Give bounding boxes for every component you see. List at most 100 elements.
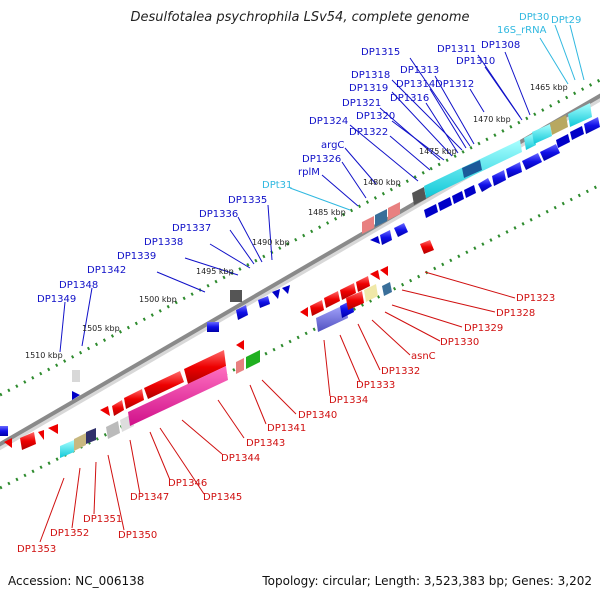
gene-arrow[interactable] (370, 236, 380, 244)
gene-block[interactable] (506, 162, 522, 178)
gene-block[interactable] (124, 389, 144, 409)
gene-label[interactable]: DP1332 (381, 366, 420, 377)
gene-block[interactable] (184, 350, 226, 384)
gene-block[interactable] (207, 322, 219, 332)
gene-label[interactable]: DPt30 (519, 12, 549, 23)
gene-block[interactable] (324, 291, 340, 308)
gene-block[interactable] (364, 284, 378, 302)
gene-label[interactable]: DP1350 (118, 530, 157, 541)
gene-label[interactable]: 16S_rRNA (497, 25, 547, 36)
gene-label[interactable]: DP1326 (302, 154, 341, 165)
gene-block[interactable] (380, 230, 392, 245)
gene-arrow[interactable] (438, 197, 452, 211)
gene-label[interactable]: DP1329 (464, 323, 503, 334)
gene-label[interactable]: DP1343 (246, 438, 285, 449)
gene-arrow[interactable] (100, 406, 110, 416)
gene-arrow[interactable] (4, 438, 12, 448)
gene-arrow[interactable] (584, 117, 600, 134)
gene-arrow[interactable] (380, 266, 388, 276)
gene-block[interactable] (382, 282, 392, 296)
gene-label[interactable]: DP1335 (228, 195, 267, 206)
gene-arrow[interactable] (452, 191, 464, 204)
gene-label[interactable]: DP1315 (361, 47, 400, 58)
gene-arrow[interactable] (420, 240, 434, 254)
gene-block[interactable] (86, 428, 96, 444)
gene-label[interactable]: DP1313 (400, 65, 439, 76)
gene-block[interactable] (236, 358, 244, 374)
gene-arrow[interactable] (112, 400, 124, 416)
gene-arrow[interactable] (464, 185, 476, 198)
gene-arrow[interactable] (20, 432, 36, 450)
gene-label[interactable]: DP1351 (83, 514, 122, 525)
gene-arrow[interactable] (394, 223, 408, 237)
gene-block[interactable] (230, 290, 242, 302)
gene-block[interactable] (72, 370, 80, 382)
gene-label[interactable]: DP1341 (267, 423, 306, 434)
gene-label[interactable]: DP1311 (437, 44, 476, 55)
gene-arrow[interactable] (522, 153, 542, 170)
gene-block[interactable] (316, 304, 348, 332)
gene-block[interactable] (74, 433, 86, 451)
gene-label[interactable]: DP1318 (351, 70, 390, 81)
gene-label[interactable]: DP1339 (117, 251, 156, 262)
gene-block[interactable] (462, 160, 482, 178)
gene-block[interactable] (412, 187, 426, 205)
gene-arrow[interactable] (48, 424, 58, 434)
gene-label[interactable]: DP1324 (309, 116, 348, 127)
gene-label[interactable]: DP1349 (37, 294, 76, 305)
gene-block[interactable] (128, 366, 228, 426)
gene-block[interactable] (106, 421, 120, 439)
gene-block[interactable] (362, 216, 374, 234)
gene-block[interactable] (492, 170, 506, 186)
gene-label[interactable]: DP1352 (50, 528, 89, 539)
gene-label[interactable]: asnC (411, 351, 436, 362)
gene-label[interactable]: DP1348 (59, 280, 98, 291)
gene-block[interactable] (0, 426, 8, 436)
gene-label[interactable]: DP1334 (329, 395, 368, 406)
gene-block[interactable] (388, 202, 400, 220)
gene-label[interactable]: DP1330 (440, 337, 479, 348)
gene-label[interactable]: DP1314 (396, 79, 435, 90)
rrna-block[interactable] (532, 124, 552, 144)
gene-label[interactable]: DP1345 (203, 492, 242, 503)
gene-label[interactable]: DP1328 (496, 308, 535, 319)
gene-label[interactable]: DP1344 (221, 453, 260, 464)
gene-arrow[interactable] (356, 276, 370, 292)
gene-block[interactable] (375, 209, 387, 227)
gene-block[interactable] (346, 291, 364, 310)
gene-label[interactable]: DP1316 (390, 93, 429, 104)
gene-block[interactable] (246, 350, 260, 369)
gene-arrow[interactable] (272, 289, 280, 299)
gene-label[interactable]: DP1323 (516, 293, 555, 304)
gene-arrow[interactable] (540, 144, 560, 161)
gene-block[interactable] (340, 283, 356, 300)
gene-arrow[interactable] (478, 178, 492, 192)
gene-label[interactable]: DP1346 (168, 478, 207, 489)
gene-label[interactable]: DP1353 (17, 544, 56, 555)
gene-arrow[interactable] (282, 285, 290, 294)
gene-label[interactable]: DP1319 (349, 83, 388, 94)
gene-arrow[interactable] (258, 296, 270, 308)
gene-arrow[interactable] (370, 270, 380, 280)
gene-label[interactable]: rplM (298, 167, 320, 178)
gene-label[interactable]: DP1310 (456, 56, 495, 67)
gene-label[interactable]: DP1336 (199, 209, 238, 220)
gene-arrow[interactable] (556, 134, 570, 148)
gene-label[interactable]: DP1321 (342, 98, 381, 109)
gene-block[interactable] (550, 115, 568, 135)
gene-arrow[interactable] (236, 340, 244, 350)
gene-label[interactable]: argC (321, 140, 344, 151)
gene-label[interactable]: DP1340 (298, 410, 337, 421)
gene-arrow[interactable] (72, 391, 80, 400)
gene-arrow[interactable] (310, 300, 324, 316)
gene-block[interactable] (144, 371, 184, 399)
gene-label[interactable]: DPt31 (262, 180, 292, 191)
gene-block[interactable] (236, 305, 248, 320)
gene-arrow[interactable] (300, 307, 308, 317)
gene-label[interactable]: DP1320 (356, 111, 395, 122)
gene-label[interactable]: DP1342 (87, 265, 126, 276)
gene-label[interactable]: DP1333 (356, 380, 395, 391)
gene-label[interactable]: DP1312 (435, 79, 474, 90)
gene-arrow[interactable] (38, 430, 44, 440)
gene-label[interactable]: DP1308 (481, 40, 520, 51)
